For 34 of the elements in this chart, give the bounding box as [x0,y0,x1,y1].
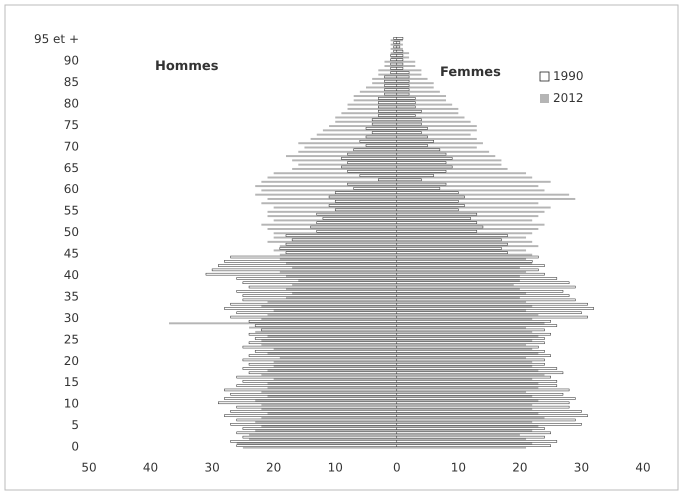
y-tick-label: 50 [64,225,79,240]
annotation: Femmes [440,65,502,80]
x-tick-label: 50 [81,460,97,475]
y-tick-label: 45 [64,246,79,261]
x-tick-label: 40 [635,460,651,475]
x-tick-label: 20 [512,460,528,475]
x-tick-label: 30 [574,460,590,475]
x-tick-label: 40 [142,460,158,475]
y-tick-label: 25 [64,332,79,346]
y-tick-label: 0 [71,440,79,454]
y-tick-label: 75 [64,118,79,132]
y-tick-label: 30 [64,310,79,325]
y-tick-label: 15 [64,375,79,390]
legend-label: 1990 [553,69,584,83]
y-tick-label: 40 [64,268,79,282]
y-tick-label: 5 [71,418,79,432]
y-tick-label: 65 [64,160,79,175]
x-tick-label: 0 [392,460,401,475]
x-tick-label: 30 [204,460,220,475]
x-tick-label: 20 [266,460,282,475]
y-tick-label: 35 [64,289,79,304]
annotation: Hommes [155,59,219,74]
x-tick-label: 10 [328,460,343,475]
y-tick-label: 10 [64,396,79,411]
y-tick-label: 85 [64,75,79,90]
y-tick-label: 60 [64,182,79,196]
y-tick-label: 55 [64,204,79,218]
y-tick-label: 20 [64,354,79,368]
y-tick-label: 95 et + [34,32,79,46]
y-tick-label: 90 [64,54,79,68]
y-tick-label: 80 [64,96,79,110]
legend-label: 2012 [553,91,584,105]
x-tick-label: 10 [450,460,466,475]
y-tick-label: 70 [64,139,79,154]
